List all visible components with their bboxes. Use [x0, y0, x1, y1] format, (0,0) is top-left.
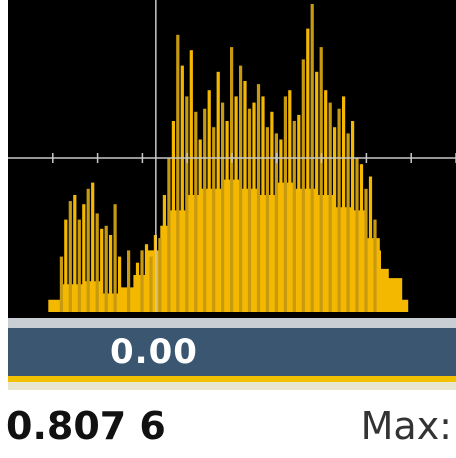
histogram-bin	[149, 256, 153, 312]
histogram-bin	[261, 96, 265, 313]
histogram-bin	[324, 90, 328, 312]
value-readout: 0.00	[110, 332, 198, 372]
footer-value: 0.807 6	[6, 404, 166, 448]
histogram-bin	[346, 133, 350, 312]
histogram-bin	[118, 256, 122, 312]
histogram-bin	[59, 256, 63, 312]
histogram-bin	[225, 121, 229, 312]
histogram-bin	[377, 250, 381, 312]
histogram-bin	[373, 219, 377, 312]
histogram-bin	[230, 47, 234, 312]
histogram-bin	[351, 121, 355, 312]
histogram-bin	[135, 262, 140, 312]
histogram-bin	[265, 127, 269, 312]
histogram-bin	[247, 108, 252, 312]
footer: 0.807 6 Max:	[0, 390, 456, 458]
histogram-bin	[86, 188, 90, 312]
histogram-bin	[274, 133, 278, 312]
histogram-bin	[73, 195, 77, 312]
histogram-bin	[216, 71, 220, 312]
histogram-bin	[368, 176, 373, 312]
histogram-bin	[91, 182, 95, 312]
histogram-bin	[234, 96, 238, 313]
histogram-bin	[82, 204, 86, 312]
plot-baseline	[8, 318, 456, 328]
histogram-bin	[77, 219, 81, 312]
histogram-bin	[279, 139, 283, 312]
histogram-bin	[185, 96, 189, 313]
histogram-bin	[301, 59, 305, 313]
histogram-bin	[333, 127, 337, 312]
histogram-bin	[180, 65, 184, 312]
histogram-bin	[212, 127, 216, 312]
histogram-bin	[140, 250, 144, 312]
histogram-bin	[243, 81, 247, 312]
histogram-bin	[167, 158, 171, 312]
histogram-bin	[270, 111, 274, 312]
histogram-bin	[203, 108, 207, 312]
value-bar: 0.00	[8, 328, 456, 376]
histogram-bin	[342, 96, 346, 313]
histogram-bin	[359, 164, 364, 312]
histogram-bin	[315, 71, 319, 312]
histogram-bin	[256, 84, 261, 312]
histogram-bin	[127, 250, 131, 312]
histogram-plot	[8, 0, 456, 318]
histogram-bin	[292, 121, 296, 312]
histogram-bin	[355, 158, 359, 312]
histogram-bin	[328, 102, 332, 312]
histogram-bin	[104, 225, 108, 312]
histogram-bin	[198, 139, 202, 312]
histogram-bin	[297, 114, 301, 313]
histogram-bin	[221, 102, 225, 312]
histogram-bin	[162, 195, 166, 312]
histogram-bin	[288, 90, 292, 312]
histogram-bin	[239, 65, 243, 312]
histogram-bin	[158, 238, 162, 312]
histogram-bin	[252, 102, 256, 312]
histogram-bin	[364, 188, 368, 312]
histogram-bin	[189, 50, 193, 312]
histogram-bin	[176, 34, 180, 313]
histogram-bin	[319, 47, 323, 312]
histogram-bin	[64, 219, 68, 312]
histogram-bin	[337, 108, 341, 312]
histogram-bin	[306, 28, 310, 312]
histogram-bin	[194, 111, 198, 312]
histogram-svg	[8, 0, 456, 313]
histogram-bin	[95, 213, 99, 312]
histogram-bin	[207, 90, 211, 312]
histogram-bin	[283, 96, 287, 313]
histogram-bin	[171, 121, 175, 312]
histogram-bin	[109, 235, 113, 312]
histogram-bin	[113, 204, 117, 312]
histogram-bin	[144, 244, 149, 312]
histogram-bin	[100, 228, 104, 312]
accent-strip	[8, 376, 456, 390]
histogram-bin	[68, 201, 72, 312]
footer-max-label: Max:	[360, 404, 452, 448]
